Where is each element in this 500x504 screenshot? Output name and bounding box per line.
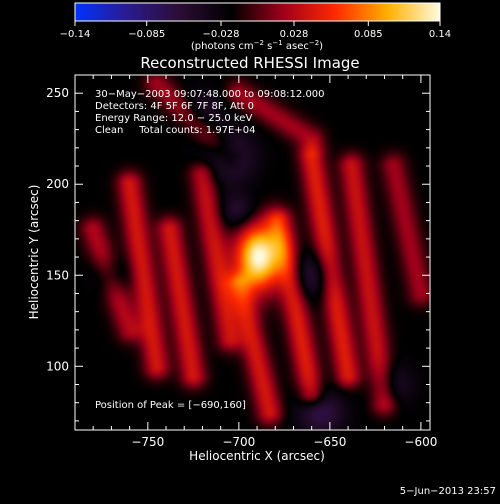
x-tick-label: −750: [131, 435, 164, 449]
x-axis-label: Heliocentric X (arcsec): [189, 449, 325, 463]
annotation-detectors: Detectors: 4F 5F 6F 7F 8F, Att 0: [95, 101, 254, 112]
colorbar-tick-label: −0.028: [202, 29, 239, 40]
colorbar-tick-label: 0.14: [429, 29, 451, 40]
x-tick-label: −600: [404, 435, 437, 449]
x-tick-label: −650: [313, 435, 346, 449]
colorbar-tick-label: 0.085: [354, 29, 383, 40]
y-tick-label: 200: [46, 177, 69, 191]
annotation-counts: Clean Total counts: 1.97E+04: [95, 125, 255, 136]
colorbar-ticks: −0.14 −0.085 −0.028 0.028 0.085 0.14: [60, 21, 451, 40]
colorbar-tick-label: −0.085: [128, 29, 165, 40]
footer-date: 5−Jun−2013 23:57: [400, 486, 496, 497]
y-tick-label: 100: [46, 359, 69, 373]
x-tick-label: −700: [222, 435, 255, 449]
heatmap-image: [75, 75, 430, 430]
heatmap-container: [75, 75, 430, 430]
peak-position-label: Position of Peak = [−690,160]: [95, 400, 246, 411]
colorbar-tick-label: −0.14: [60, 29, 91, 40]
axis-ticks: −750 −700 −650 −600 100 150 200 250: [46, 74, 437, 449]
info-annotations: 30−May−2003 09:07:48.000 to 09:08:12.000…: [95, 89, 325, 136]
y-axis-label: Heliocentric Y (arcsec): [27, 185, 41, 320]
colorbar-tick-label: 0.028: [280, 29, 309, 40]
chart-title: Reconstructed RHESSI Image: [140, 54, 359, 72]
plot-frame: [74, 74, 431, 431]
y-tick-label: 250: [46, 86, 69, 100]
annotation-energy-range: Energy Range: 12.0 − 25.0 keV: [95, 113, 252, 124]
y-tick-label: 150: [46, 268, 69, 282]
colorbar: [74, 2, 441, 22]
annotation-time-range: 30−May−2003 09:07:48.000 to 09:08:12.000: [95, 89, 325, 100]
colorbar-units: (photons cm−2 s−1 asec−2): [191, 39, 323, 52]
